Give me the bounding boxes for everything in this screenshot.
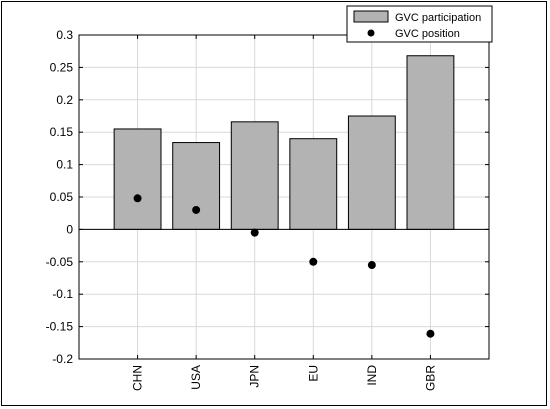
y-tick-label: -0.2 (52, 352, 73, 366)
bar-chn (113, 128, 162, 230)
legend-label-position: GVC position (395, 28, 460, 40)
x-tick-label-ind: IND (365, 365, 379, 386)
y-tick-label: 0.1 (56, 158, 73, 172)
bar-jpn (230, 121, 279, 230)
bar-series (113, 55, 455, 230)
x-tick-label-chn: CHN (131, 365, 145, 391)
x-tick-label-usa: USA (189, 365, 203, 390)
y-tick-label: 0.05 (50, 190, 74, 204)
y-tick-label: 0.15 (50, 125, 74, 139)
point-ind (367, 261, 376, 270)
point-jpn (250, 228, 259, 237)
y-axis-ticks: -0.2 -0.15 -0.1 -0.05 0 0.05 0.1 0.15 0.2 0.25 0.3 (46, 28, 489, 366)
x-tick-label-jpn: JPN (248, 365, 262, 388)
y-tick-label: 0.2 (56, 93, 73, 107)
y-tick-label: 0.25 (50, 60, 74, 74)
x-tick-label-eu: EU (306, 365, 320, 382)
x-axis-ticks: CHN USA JPN EU IND GBR (131, 35, 437, 391)
legend-label-participation: GVC participation (395, 12, 481, 24)
bar-usa (172, 142, 221, 230)
legend: GVC participation GVC position (346, 5, 493, 43)
point-chn (133, 194, 142, 203)
y-tick-label: -0.15 (46, 320, 74, 334)
point-usa (192, 205, 201, 214)
y-tick-label: -0.1 (52, 287, 73, 301)
bar-ind (347, 115, 396, 230)
bar-gbr (406, 55, 455, 230)
bar-eu (289, 138, 338, 230)
legend-bar-swatch (353, 10, 389, 23)
x-tick-label-gbr: GBR (423, 365, 437, 391)
marker-series (133, 194, 435, 338)
point-gbr (426, 329, 435, 338)
y-tick-label: 0 (66, 222, 73, 236)
point-eu (309, 257, 318, 266)
y-tick-label: -0.05 (46, 255, 74, 269)
y-tick-label: 0.3 (56, 28, 73, 42)
legend-marker-swatch (367, 29, 375, 37)
